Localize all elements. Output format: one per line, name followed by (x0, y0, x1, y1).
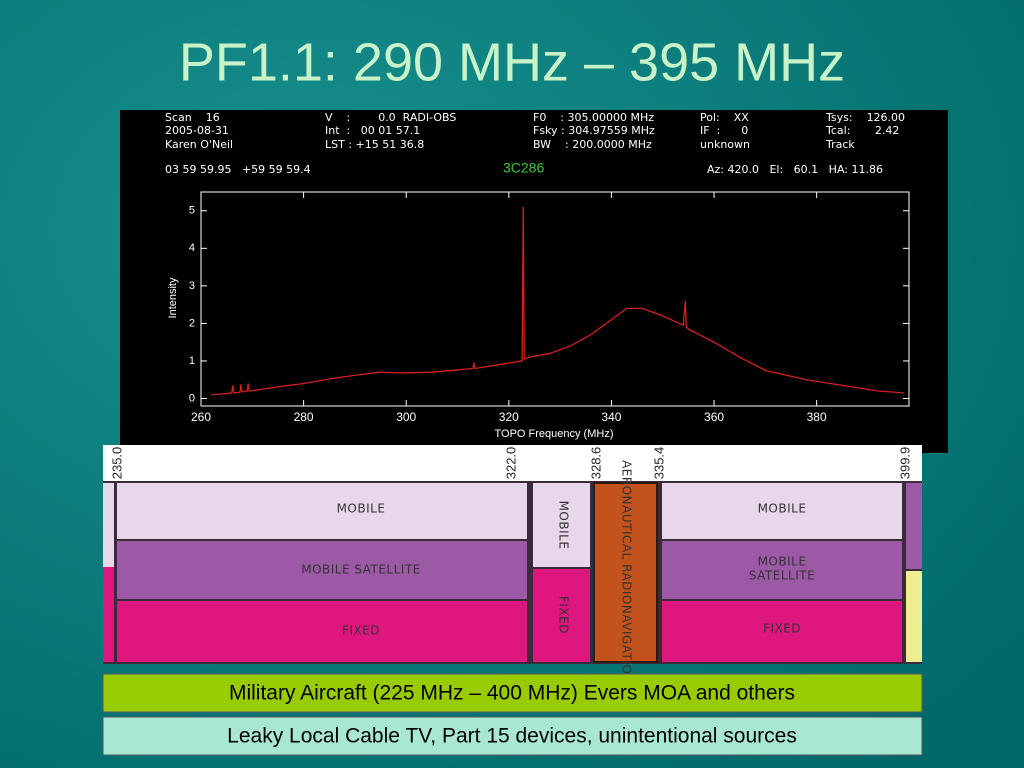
header: Scan 16 V : 0.0 RADI-OBS F0 : 305.00000 … (165, 111, 905, 176)
band-label: FIXED (557, 596, 571, 634)
band-label: FIXED (763, 622, 801, 636)
plot-frame (200, 191, 910, 407)
x-axis-label: TOPO Frequency (MHz) (495, 428, 614, 440)
band-label: MOBILE (557, 501, 571, 550)
frequency-label: 335.4 (651, 447, 666, 480)
header-text: Tcal: 2.42 (825, 124, 899, 137)
header-text: Fsky : 304.97559 MHz (533, 124, 655, 137)
band (906, 483, 922, 569)
band (117, 601, 527, 662)
allocation-chart: 235.0 322.0 328.6 335.4 399.9 MOBILE MOB… (103, 445, 922, 684)
frequency-label: 322.0 (503, 447, 518, 480)
x-tick-label: 280 (294, 410, 314, 424)
header-text: V : 0.0 RADI-OBS (325, 111, 456, 124)
band (662, 483, 902, 539)
y-tick-label: 1 (189, 355, 195, 367)
x-tick-label: 360 (704, 410, 724, 424)
y-axis-label: Intensity (167, 277, 179, 318)
header-text: Int : 00 01 57.1 (325, 124, 420, 137)
x-tick-label: 380 (807, 410, 827, 424)
header-text: IF : 0 (700, 124, 748, 137)
band-label: MOBILE (758, 502, 807, 516)
slide-title: PF1.1: 290 MHz – 395 MHz (179, 32, 845, 92)
note: Leaky Local Cable TV, Part 15 devices, u… (227, 725, 797, 748)
spectrum-line (211, 207, 904, 396)
header-text: Karen O'Neil (165, 138, 233, 151)
band (593, 482, 658, 663)
band-label: SATELLITE (749, 569, 815, 583)
header-text: Pol: XX (700, 111, 749, 124)
band (662, 601, 902, 662)
frequency-strip (103, 445, 922, 481)
y-tick-label: 3 (189, 280, 195, 292)
band (117, 541, 527, 599)
header-text: unknown (700, 138, 750, 151)
y-tick-label: 2 (189, 317, 195, 329)
header-text: 2005-08-31 (165, 124, 229, 137)
band (533, 483, 590, 567)
frequency-label: 399.9 (897, 447, 912, 480)
position: 03 59 59.95 +59 59 59.4 (165, 163, 311, 176)
band (906, 571, 922, 662)
band-label: FIXED (342, 624, 380, 638)
pointing: Az: 420.0 El: 60.1 HA: 11.86 (707, 163, 883, 176)
note-box (102, 716, 923, 756)
source-name: 3C286 (503, 160, 544, 176)
band-label: MOBILE (758, 555, 807, 569)
frequency-label: 235.0 (109, 447, 124, 480)
header-text: F0 : 305.00000 MHz (533, 111, 654, 124)
note: Military Aircraft (225 MHz – 400 MHz) Ev… (229, 682, 795, 705)
x-tick-label: 320 (499, 410, 519, 424)
x-tick-label: 300 (396, 410, 416, 424)
y-tick-label: 4 (189, 242, 195, 254)
header-text: Track (825, 138, 855, 151)
x-tick-label: 260 (191, 410, 211, 424)
header-text: Tsys: 126.00 (825, 111, 905, 124)
band (103, 567, 114, 662)
band (533, 569, 590, 662)
band (662, 541, 902, 599)
y-tick-label: 0 (189, 392, 195, 404)
band-label: AERONAUTICAL RADIONAVIGATION (620, 460, 634, 684)
band-label: MOBILE (337, 502, 386, 516)
plot-panel (120, 110, 948, 453)
band-label: MOBILE SATELLITE (301, 563, 421, 577)
header-text: BW : 200.0000 MHz (533, 138, 652, 151)
band (117, 483, 527, 539)
frequency-label: 328.6 (588, 447, 603, 480)
band (103, 483, 114, 567)
spectrum-plot: TOPO Frequency (MHz) Intensity 260 280 300… (167, 191, 910, 440)
x-tick-label: 340 (601, 410, 621, 424)
note-box (102, 673, 923, 713)
header-text: Scan 16 (165, 111, 220, 124)
header-text: LST : +15 51 36.8 (325, 138, 424, 151)
y-tick-label: 5 (189, 205, 195, 217)
